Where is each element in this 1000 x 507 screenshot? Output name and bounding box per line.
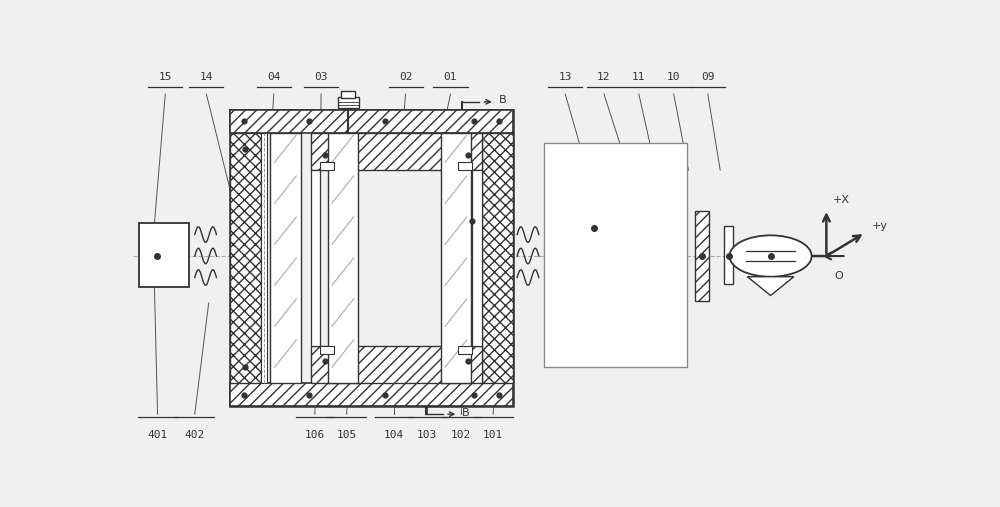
Text: +y: +y [871,221,887,231]
Bar [458,162,472,170]
Bar [270,133,301,383]
Bar [328,133,358,383]
Bar [695,211,709,301]
Text: 13: 13 [558,73,572,82]
Bar [139,223,189,287]
Bar [482,133,512,383]
Text: 10: 10 [667,73,680,82]
Bar [472,170,482,346]
Text: 01: 01 [444,73,457,82]
Text: 101: 101 [483,430,503,440]
Bar [230,133,261,383]
Text: 402: 402 [185,430,205,440]
Text: 03: 03 [314,73,328,82]
Text: 04: 04 [267,73,281,82]
Text: 09: 09 [701,73,715,82]
Text: 401: 401 [147,430,168,440]
Polygon shape [747,277,794,296]
Text: 105: 105 [337,430,357,440]
Bar [724,226,733,284]
Bar [311,346,482,383]
Bar [261,133,267,383]
Bar [311,170,320,346]
Text: 14: 14 [200,73,213,82]
Text: 106: 106 [305,430,325,440]
Bar [544,143,687,367]
Text: +Z: +Z [754,239,771,249]
Text: 102: 102 [450,430,471,440]
Text: B: B [499,95,506,105]
Text: 15: 15 [159,73,172,82]
Text: +X: +X [833,195,850,205]
Bar [458,346,472,354]
Bar [341,91,355,98]
Bar [320,162,334,170]
Text: 12: 12 [597,73,611,82]
Bar [441,133,471,383]
Text: O: O [834,271,843,281]
Bar [230,383,512,406]
Bar [311,133,482,170]
Text: 104: 104 [384,430,404,440]
Bar [320,346,334,354]
Bar [230,110,512,406]
Bar [338,97,359,107]
Text: B: B [462,408,470,418]
Text: 02: 02 [399,73,412,82]
Circle shape [730,235,812,277]
Text: 103: 103 [417,430,437,440]
Text: 11: 11 [632,73,646,82]
Bar [230,110,512,133]
